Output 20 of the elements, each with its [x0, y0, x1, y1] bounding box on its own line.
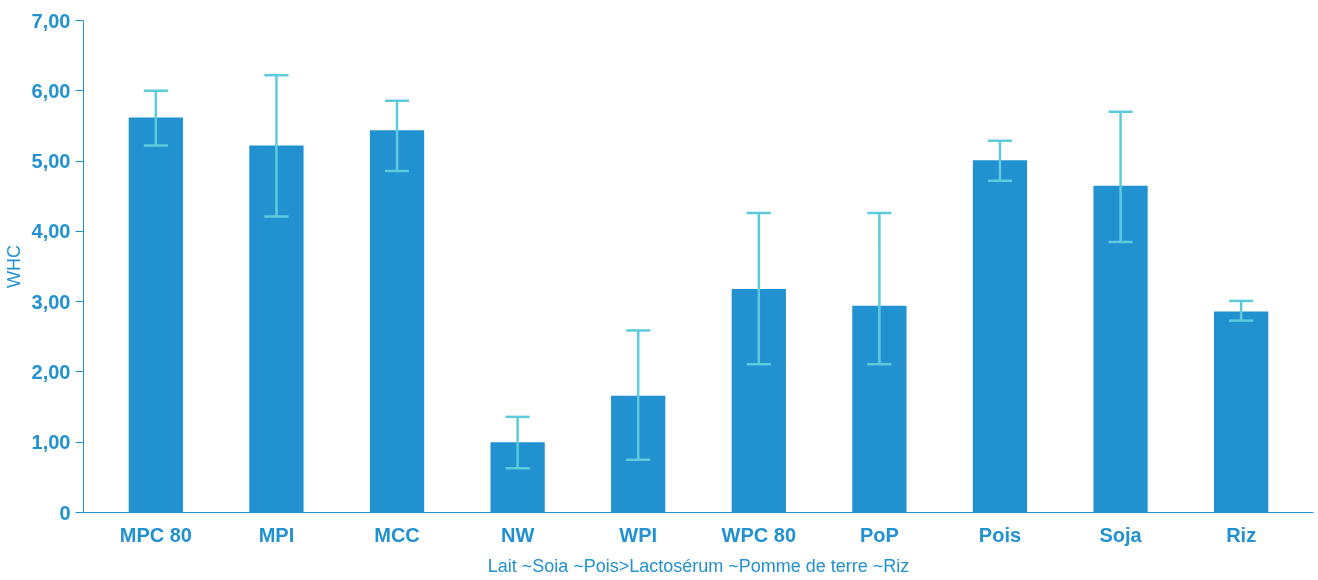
y-tick-label: 3,00 [31, 290, 71, 313]
x-tick-label: WPC 80 [721, 523, 797, 546]
y-tick-label: 0 [59, 501, 71, 524]
y-axis-title: WHC [3, 244, 24, 288]
y-tick-label: 7,00 [31, 9, 71, 32]
x-tick-label: MPI [258, 523, 295, 546]
text: Lait ~Soia ~Pois>Lactosérum ~Pomme de terre ~Riz [487, 555, 910, 576]
x-tick-label: MPC 80 [119, 523, 192, 546]
y-tick-label: 1,00 [31, 431, 71, 454]
y-tick-label: 2,00 [31, 360, 71, 383]
x-tick-label: Riz [1226, 523, 1257, 546]
x-tick-label: PoP [859, 523, 899, 546]
y-tick-label: 6,00 [31, 79, 71, 102]
x-tick-label: Soja [1099, 523, 1143, 546]
x-tick-label: NW [500, 523, 535, 546]
x-tick-label: Pois [978, 523, 1022, 546]
x-tick-label: WPI [619, 523, 658, 546]
y-tick-label: 5,00 [31, 150, 71, 173]
y-tick-label: 4,00 [31, 220, 71, 243]
x-tick-label: MCC [374, 523, 420, 546]
